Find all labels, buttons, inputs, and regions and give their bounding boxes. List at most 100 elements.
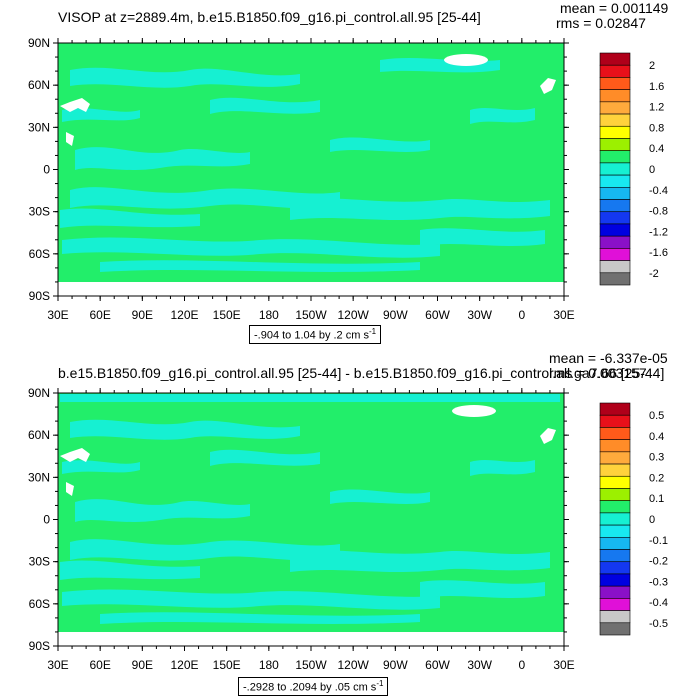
lat-axis: 90N 60N 30N 0 30S 60S 90S [28,386,569,653]
bottom-map-panel: b.e15.B1850.f09_g16.pi_control.all.95 [2… [0,350,700,700]
colorbar-label: 0.4 [649,143,664,155]
land-areas [58,405,564,646]
lat-tick-label: 60N [28,428,50,442]
colorbar-swatch [599,113,631,127]
colorbar-label: -1.2 [649,226,668,238]
colorbar-label: -0.1 [649,535,668,547]
colorbar-label: -0.2 [649,556,668,568]
lat-tick-label: 90N [28,36,50,50]
lat-tick-label: 30S [29,555,50,569]
colorbar-swatch [599,272,631,286]
colorbar-swatch [599,512,631,526]
colorbar-label: 1.6 [649,81,664,93]
lat-tick-label: 60S [29,247,50,261]
colorbar-label: 0.4 [649,431,664,443]
rms-text: rms = 0.02847 [556,15,646,31]
colorbar-swatch [599,174,631,188]
colorbar-label: -2 [649,268,659,280]
colorbar-swatch [599,211,631,225]
colorbar: 2 1.6 1.2 0.8 0.4 0 -0.4 -0.8 -1.2 -1.6 -2 [599,52,668,286]
lat-tick-label: 0 [43,513,50,527]
lon-tick-label: 150E [213,308,241,322]
top-map-panel: VISOP at z=2889.4m, b.e15.B1850.f09_g16.… [28,0,669,344]
colorbar-swatch [599,500,631,514]
colorbar-label: -0.4 [649,597,668,609]
lon-tick-label: 30E [47,658,68,672]
map-figure: 90N 60N 30N 0 30S 60S 90S 30E 60E 90E 120E 150E 180… [28,386,668,672]
lon-tick-label: 30E [553,658,574,672]
lon-tick-label: 180 [259,658,279,672]
colorbar-swatch [599,524,631,538]
lon-tick-label: 60W [425,308,450,322]
panel-title: b.e15.B1850.f09_g16.pi_control.all.95 [2… [58,365,665,381]
colorbar-label: 0.2 [649,472,664,484]
colorbar-swatch [599,537,631,550]
lon-tick-label: 150W [295,308,327,322]
lon-tick-label: 0 [518,658,525,672]
colorbar-swatch [599,52,631,66]
colorbar-swatch [599,101,631,115]
lon-axis: 30E 60E 90E 120E 150E 180 150W 120W 90W 60W 30W 0 30… [47,38,575,322]
colorbar-swatch [599,150,631,164]
lon-tick-label: 30W [467,308,492,322]
colorbar-label: 0.5 [649,410,664,422]
lon-tick-label: 150W [295,658,327,672]
colorbar-swatch [599,549,631,563]
colorbar-swatch [599,223,631,237]
lat-tick-label: 30N [28,120,50,134]
land-areas [58,54,564,296]
lat-tick-label: 30S [29,205,50,219]
lon-tick-label: 90W [383,658,408,672]
lon-tick-label: 60W [425,658,450,672]
lon-axis: 30E 60E 90E 120E 150E 180 150W 120W 90W 60W 30W 0 30… [47,388,575,672]
colorbar-label: 0.1 [649,493,664,505]
colorbar-swatch [599,89,631,103]
ocean-field [58,393,564,632]
colorbar-swatch [599,439,631,453]
colorbar-swatch [599,427,631,440]
lon-tick-label: 90E [132,658,153,672]
colorbar-swatch [599,622,631,636]
colorbar-swatch [599,235,631,249]
lon-tick-label: 180 [259,308,279,322]
lon-tick-label: 90E [132,308,153,322]
lon-tick-label: 30W [467,658,492,672]
colorbar-swatch [599,451,631,465]
lon-tick-label: 60E [89,658,110,672]
colorbar-label: 2 [649,60,655,72]
colorbar-label: 1.2 [649,102,664,114]
map-figure: 90N 60N 30N 0 30S 60S 90S 30E 60E 90E 120E 150E 180… [28,36,668,322]
colorbar-swatch [599,561,631,575]
colorbar-swatch [599,64,631,78]
lat-axis: 90N 60N 30N 0 30S 60S 90S [28,36,569,303]
lat-tick-label: 30N [28,470,50,484]
lon-tick-label: 0 [518,308,525,322]
lat-tick-label: 90S [29,289,50,303]
colorbar-swatch [599,199,631,213]
lon-tick-label: 30E [47,308,68,322]
colorbar-swatch [599,77,631,90]
lon-tick-label: 120E [170,308,198,322]
colorbar-swatch [599,248,631,261]
colorbar-label: -1.6 [649,247,668,259]
mean-text: mean = 0.001149 [560,0,669,16]
colorbar-swatch [599,162,631,176]
colorbar: 0.5 0.4 0.3 0.2 0.1 0 -0.1 -0.2 -0.3 -0.4 -0.5 [599,402,668,636]
colorbar-swatch [599,610,631,624]
lon-tick-label: 30E [553,308,574,322]
lon-tick-label: 120W [337,308,369,322]
colorbar-swatch [599,260,631,274]
lon-tick-label: 60E [89,308,110,322]
colorbar-swatch [599,488,631,501]
colorbar-label: -0.8 [649,206,668,218]
lat-tick-label: 90N [28,386,50,400]
lat-tick-label: 0 [43,163,50,177]
lat-tick-label: 90S [29,639,50,653]
ocean-field [58,43,564,282]
lat-tick-label: 60S [29,597,50,611]
lon-tick-label: 120E [170,658,198,672]
colorbar-label: 0 [649,514,655,526]
panel-title: VISOP at z=2889.4m, b.e15.B1850.f09_g16.… [58,9,481,25]
rms-text: rms = 0.003157 [549,365,647,381]
colorbar-label: -0.4 [649,185,668,197]
